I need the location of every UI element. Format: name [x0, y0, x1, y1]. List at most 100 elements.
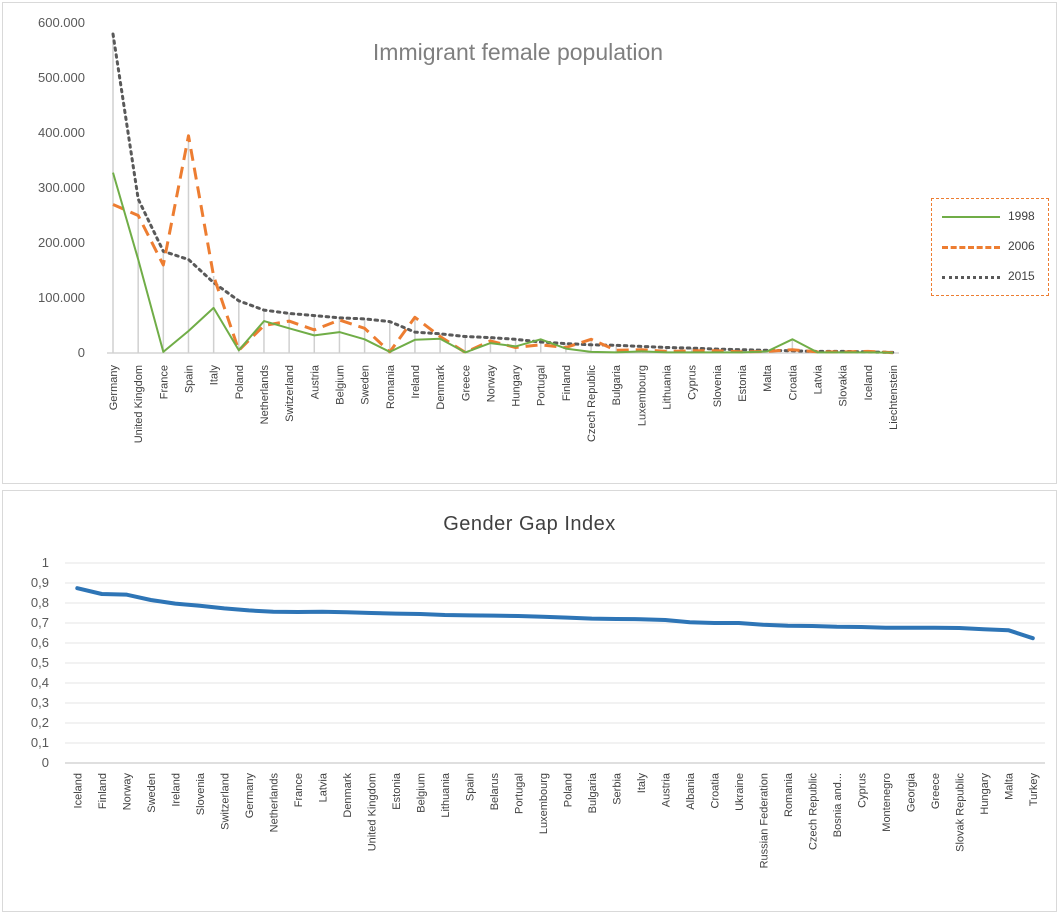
legend-item-1998: 1998	[940, 207, 1046, 227]
x-tick-label-austria: Austria	[660, 772, 672, 807]
x-tick-label-serbia: Serbia	[611, 772, 623, 805]
y-tick-label: 0,4	[31, 675, 49, 690]
x-tick-label-croatia: Croatia	[709, 772, 721, 808]
x-tick-label-poland: Poland	[234, 365, 246, 399]
immigrant-chart-panel: 0 100.000 200.000 300.000 400.000 500.000 600.…	[2, 2, 1057, 484]
x-tick-label-norway: Norway	[485, 365, 497, 403]
x-tick-label-malta: Malta	[1003, 772, 1015, 800]
y-tick-label: 400.000	[38, 125, 85, 140]
x-tick-label-germany: Germany	[108, 365, 120, 411]
x-tick-label-slovenia: Slovenia	[712, 364, 724, 407]
x-tick-label-ireland: Ireland	[170, 773, 182, 807]
x-tick-label-belgium: Belgium	[334, 365, 346, 405]
x-tick-label-switzerland: Switzerland	[219, 773, 231, 830]
y-tick-label: 0,7	[31, 615, 49, 630]
x-tick-label-czech-republic: Czech Republic	[586, 365, 598, 443]
x-tick-label-romania: Romania	[385, 364, 397, 409]
immigrant-chart-legend: 1998 2006 2015	[931, 198, 1049, 296]
x-tick-label-italy: Italy	[636, 773, 648, 794]
x-tick-label-hungary: Hungary	[979, 773, 991, 815]
x-tick-label-montenegro: Montenegro	[881, 773, 893, 832]
x-tick-label-bulgaria: Bulgaria	[611, 364, 623, 405]
x-tick-label-estonia: Estonia	[391, 772, 403, 810]
x-tick-label-france: France	[158, 365, 170, 399]
x-tick-label-hungary: Hungary	[511, 365, 523, 407]
x-tick-label-spain: Spain	[183, 365, 195, 393]
x-tick-label-slovenia: Slovenia	[195, 772, 207, 815]
x-tick-label-cyprus: Cyprus	[856, 773, 868, 808]
x-tick-label-belgium: Belgium	[415, 773, 427, 813]
x-tick-label-albania: Albania	[685, 772, 697, 810]
x-tick-label-lithuania: Lithuania	[662, 364, 674, 410]
x-tick-label-greece: Greece	[460, 365, 472, 401]
x-tick-label-spain: Spain	[464, 773, 476, 801]
y-tick-label: 0,5	[31, 655, 49, 670]
x-tick-label-liechtenstein: Liechtenstein	[888, 365, 900, 430]
x-tick-label-luxembourg: Luxembourg	[636, 365, 648, 426]
y-tick-label: 0,1	[31, 735, 49, 750]
x-tick-label-norway: Norway	[121, 773, 133, 811]
x-tick-label-luxembourg: Luxembourg	[538, 773, 550, 834]
y-tick-label: 1	[42, 555, 49, 570]
y-tick-label: 0,2	[31, 715, 49, 730]
y-tick-label: 0,9	[31, 575, 49, 590]
x-tick-label-finland: Finland	[561, 365, 573, 401]
x-tick-label-belarus: Belarus	[489, 773, 501, 811]
x-tick-label-netherlands: Netherlands	[259, 365, 271, 425]
x-tick-label-cyprus: Cyprus	[687, 365, 699, 400]
immigrant-chart-svg: 0 100.000 200.000 300.000 400.000 500.000 600.…	[38, 15, 900, 443]
legend-item-2015: 2015	[940, 267, 1046, 287]
x-tick-label-ireland: Ireland	[410, 365, 422, 399]
gender-gap-chart-title: Gender Gap Index	[443, 513, 616, 535]
x-tick-label-slovakia: Slovakia	[838, 364, 850, 406]
x-tick-label-sweden: Sweden	[360, 365, 372, 405]
series-line-1998	[112, 172, 894, 354]
x-tick-label-slovak-republic: Slovak Republic	[954, 773, 966, 852]
x-tick-label-iceland: Iceland	[863, 365, 875, 400]
gender-gap-series-line	[75, 586, 1035, 641]
series-line-2006	[112, 134, 894, 355]
x-tick-label-france: France	[293, 773, 305, 807]
x-tick-label-denmark: Denmark	[435, 365, 447, 410]
y-tick-label: 100.000	[38, 290, 85, 305]
x-tick-label-czech-republic: Czech Republic	[807, 773, 819, 851]
legend-item-2006: 2006	[940, 237, 1046, 257]
legend-label-2006: 2006	[1008, 239, 1035, 253]
y-tick-label: 0	[42, 755, 49, 770]
x-tick-label-greece: Greece	[930, 773, 942, 809]
legend-swatch-2015	[942, 276, 1000, 279]
x-tick-label-romania: Romania	[783, 772, 795, 817]
y-tick-label: 300.000	[38, 180, 85, 195]
x-tick-label-estonia: Estonia	[737, 364, 749, 402]
gender-gap-chart-panel: Gender Gap Index 0 0,1 0,2 0,3 0,4 0,5 0,6 0,7 0…	[2, 490, 1057, 912]
y-tick-label: 0,6	[31, 635, 49, 650]
x-tick-label-bosnia-and: Bosnia and...	[832, 773, 844, 837]
x-tick-label-portugal: Portugal	[536, 365, 548, 406]
x-tick-label-switzerland: Switzerland	[284, 365, 296, 422]
x-tick-label-croatia: Croatia	[787, 364, 799, 400]
legend-label-2015: 2015	[1008, 269, 1035, 283]
x-tick-label-turkey: Turkey	[1028, 773, 1040, 807]
x-tick-label-georgia: Georgia	[905, 772, 917, 812]
x-tick-label-sweden: Sweden	[146, 773, 158, 813]
legend-label-1998: 1998	[1008, 209, 1035, 223]
y-tick-label: 600.000	[38, 15, 85, 30]
y-tick-label: 0	[78, 345, 85, 360]
immigrant-chart-title: Immigrant female population	[372, 39, 664, 65]
gender-gap-chart-svg: 0 0,1 0,2 0,3 0,4 0,5 0,6 0,7 0,8 0,9 1 Iceland Finl…	[31, 555, 1045, 868]
x-tick-label-netherlands: Netherlands	[268, 773, 280, 833]
x-tick-label-ukraine: Ukraine	[734, 773, 746, 811]
x-tick-label-denmark: Denmark	[342, 773, 354, 818]
x-tick-label-finland: Finland	[97, 773, 109, 809]
x-tick-label-malta: Malta	[762, 364, 774, 392]
x-tick-label-lithuania: Lithuania	[440, 772, 452, 818]
x-tick-label-iceland: Iceland	[72, 773, 84, 808]
x-tick-label-poland: Poland	[562, 773, 574, 807]
legend-swatch-2006	[942, 246, 1000, 249]
x-tick-label-russian-federation: Russian Federation	[758, 773, 770, 868]
y-tick-label: 0,3	[31, 695, 49, 710]
x-tick-label-latvia: Latvia	[813, 364, 825, 394]
y-tick-label: 500.000	[38, 70, 85, 85]
x-tick-label-bulgaria: Bulgaria	[587, 772, 599, 813]
legend-swatch-1998	[942, 216, 1000, 218]
